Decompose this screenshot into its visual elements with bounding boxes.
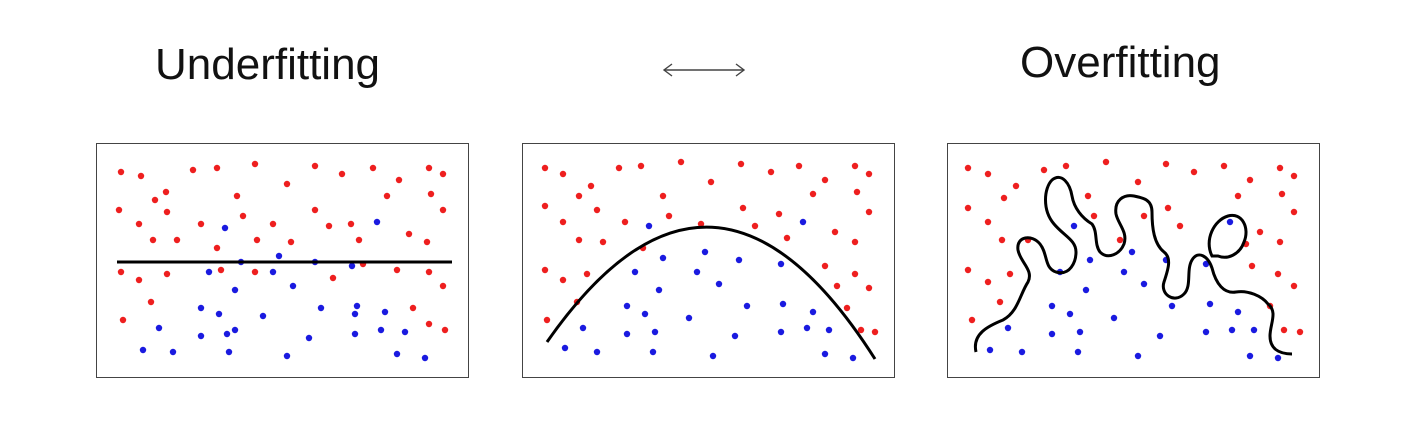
red-points bbox=[541, 158, 879, 336]
wiggly-boundary-loop bbox=[1207, 213, 1248, 259]
quadratic-boundary bbox=[545, 225, 877, 360]
overfitting-panel bbox=[947, 143, 1320, 378]
double-arrow-icon bbox=[662, 63, 746, 77]
blue-points bbox=[561, 218, 857, 362]
wiggly-boundary bbox=[973, 175, 1293, 356]
overfitting-plot bbox=[964, 158, 1304, 362]
red-points bbox=[115, 160, 449, 334]
blue-points bbox=[986, 218, 1282, 362]
underfitting-plot bbox=[115, 160, 452, 362]
blue-points bbox=[139, 218, 429, 362]
red-points bbox=[964, 158, 1304, 336]
balanced-plot bbox=[541, 158, 879, 362]
underfitting-panel bbox=[96, 143, 469, 378]
underfitting-title: Underfitting bbox=[155, 40, 381, 89]
balanced-panel bbox=[522, 143, 895, 378]
overfitting-title: Overfitting bbox=[1020, 38, 1221, 87]
